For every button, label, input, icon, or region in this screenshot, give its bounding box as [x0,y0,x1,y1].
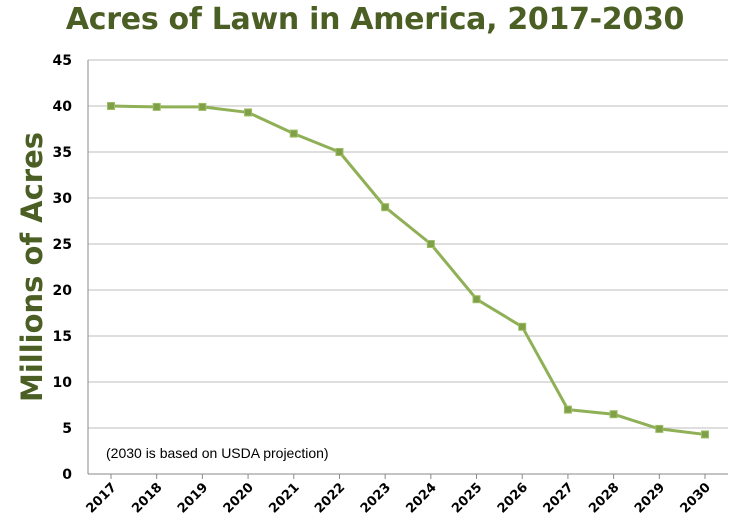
data-point [472,295,481,304]
y-tick-label: 5 [62,421,72,437]
data-point [244,108,253,117]
y-tick-label: 40 [53,99,73,115]
x-tick-label: 2029 [632,480,668,516]
x-tick-label: 2024 [403,480,439,516]
y-axis-label: Millions of Acres [15,132,49,402]
data-point [335,148,344,156]
chart-title: Acres of Lawn in America, 2017-2030 [65,2,685,37]
x-tick-label: 2020 [221,480,257,516]
x-tick-labels: 2017 2018 2019 2020 2021 2022 2023 2024 2025 2026… [84,480,714,516]
data-series [107,102,709,439]
axes [87,60,728,479]
y-tick-label: 0 [62,467,72,483]
y-tick-label: 35 [53,145,72,161]
projection-note: (2030 is based on USDA projection) [106,445,329,461]
data-point [563,405,572,414]
data-point [426,240,435,248]
data-point [198,102,207,111]
x-tick-label: 2017 [84,480,120,516]
x-tick-label: 2026 [495,480,531,516]
series-line [109,104,707,436]
data-point [107,102,115,110]
y-tick-label: 30 [53,191,73,207]
data-point [289,129,298,138]
x-tick-label: 2021 [266,480,302,516]
y-tick-label: 25 [53,237,72,253]
x-tick-label: 2028 [586,480,622,516]
y-tick-label: 45 [53,53,72,69]
y-tick-label: 10 [53,375,73,391]
data-point [152,102,161,111]
gridlines [88,59,728,429]
x-tick-label: 2023 [358,480,394,516]
data-point [381,203,390,212]
x-tick-label: 2019 [175,480,211,516]
data-point [609,410,618,419]
x-tick-label: 2030 [678,480,714,516]
y-tick-label: 20 [53,283,73,299]
x-tick-label: 2022 [312,480,348,516]
x-tick-label: 2018 [129,480,165,516]
x-tick-label: 2027 [541,480,577,516]
data-point [518,322,527,331]
y-tick-label: 15 [53,329,72,345]
data-point [701,430,709,439]
y-tick-labels: 0 5 10 15 20 25 30 35 40 45 [53,53,73,483]
data-point [655,424,664,433]
x-tick-label: 2025 [449,480,485,516]
